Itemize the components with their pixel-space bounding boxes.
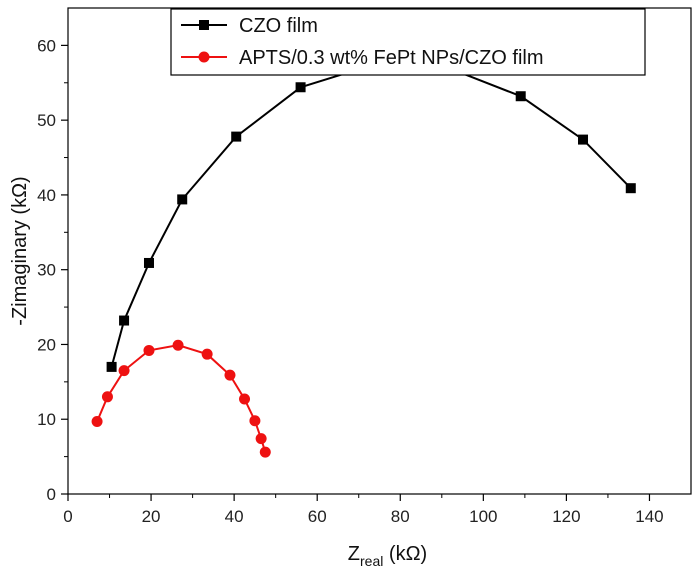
x-axis-title-subscript: real xyxy=(360,553,383,569)
x-axis-title-unit: (kΩ) xyxy=(383,543,427,565)
series-layer xyxy=(91,59,636,458)
series-line xyxy=(110,63,632,368)
x-tick-label: 120 xyxy=(552,507,580,526)
data-point xyxy=(106,361,117,372)
y-tick-label: 0 xyxy=(47,485,56,504)
plot-area xyxy=(67,7,692,495)
x-axis: 0 20 40 60 80 100 120 140 xyxy=(63,494,664,526)
x-tick-label: 40 xyxy=(225,507,244,526)
series-2 xyxy=(91,339,271,458)
x-tick-label: 140 xyxy=(635,507,663,526)
data-point xyxy=(143,344,155,356)
y-tick-label: 40 xyxy=(37,186,56,205)
data-point xyxy=(259,446,271,458)
legend-item: CZO film xyxy=(181,15,318,37)
data-point xyxy=(295,82,306,93)
legend-marker xyxy=(199,20,209,30)
data-point xyxy=(119,315,130,326)
data-point xyxy=(515,91,526,102)
data-point xyxy=(255,433,267,445)
series-1 xyxy=(106,59,636,372)
x-axis-title: Zreal (kΩ) xyxy=(348,543,427,569)
data-point xyxy=(224,369,236,381)
legend-label: CZO film xyxy=(239,15,318,37)
legend-label: APTS/0.3 wt% FePt NPs/CZO film xyxy=(239,47,544,69)
data-point xyxy=(201,348,213,360)
legend-marker xyxy=(198,51,210,63)
data-point xyxy=(118,365,130,377)
y-tick-label: 50 xyxy=(37,111,56,130)
y-axis: 0 10 20 30 40 50 60 xyxy=(37,36,68,504)
legend-box xyxy=(170,8,646,76)
y-axis-title: -Zimaginary (kΩ) xyxy=(9,176,31,325)
data-point xyxy=(172,339,184,351)
legend: CZO film APTS/0.3 wt% FePt NPs/CZO film xyxy=(170,8,646,76)
data-point xyxy=(239,393,251,405)
x-axis-title-main: Z xyxy=(348,543,360,565)
x-tick-label: 60 xyxy=(308,507,327,526)
data-point xyxy=(249,415,261,427)
data-point xyxy=(177,194,188,205)
x-tick-label: 80 xyxy=(391,507,410,526)
data-point xyxy=(101,391,113,403)
y-tick-label: 20 xyxy=(37,335,56,354)
x-tick-label: 0 xyxy=(63,507,72,526)
plot-border xyxy=(67,7,692,495)
data-point xyxy=(578,134,589,145)
x-tick-label: 100 xyxy=(469,507,497,526)
data-point xyxy=(625,183,636,194)
y-tick-label: 10 xyxy=(37,410,56,429)
data-point xyxy=(143,257,154,268)
y-tick-label: 30 xyxy=(37,261,56,280)
data-point xyxy=(91,415,103,427)
x-tick-label: 20 xyxy=(142,507,161,526)
y-tick-label: 60 xyxy=(37,36,56,55)
data-point xyxy=(231,131,242,142)
legend-item: APTS/0.3 wt% FePt NPs/CZO film xyxy=(181,47,544,69)
